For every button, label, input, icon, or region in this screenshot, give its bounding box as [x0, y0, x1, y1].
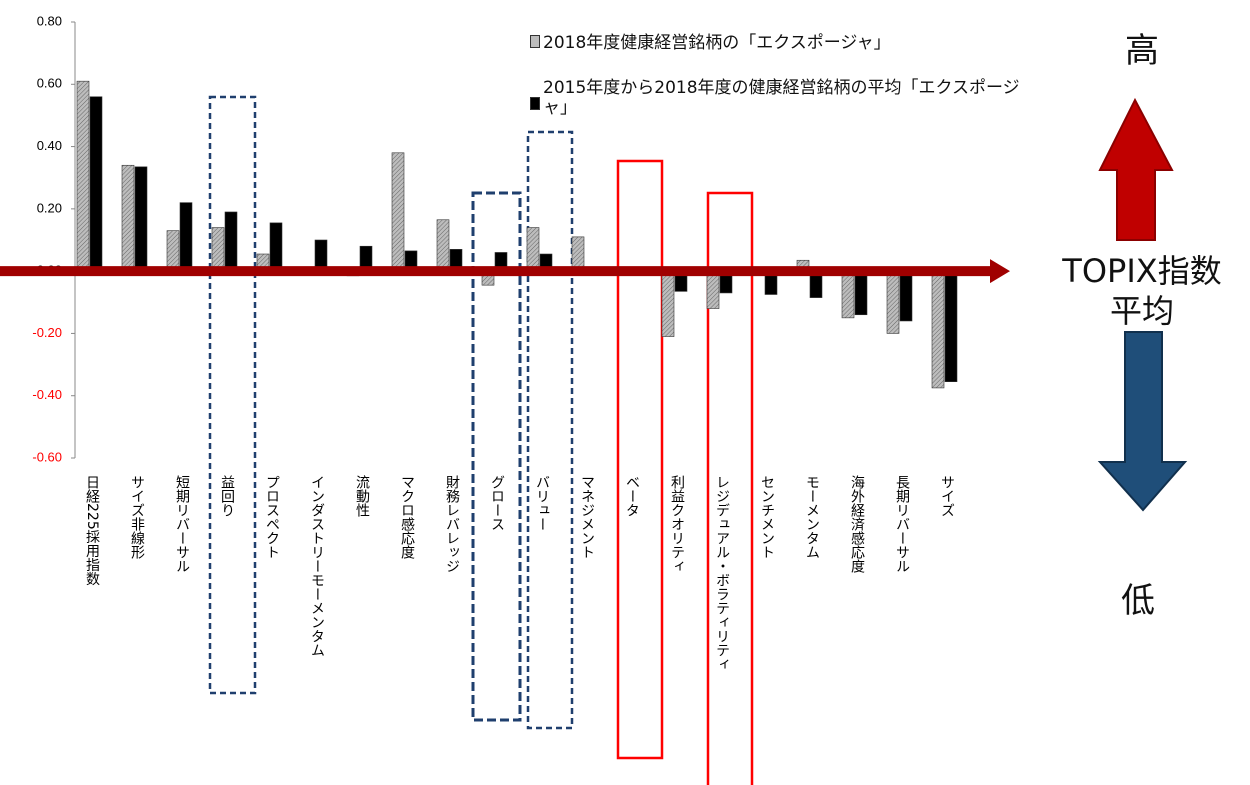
- annotation: 低: [1121, 581, 1155, 621]
- bar: [944, 270, 958, 382]
- bar: [179, 202, 193, 272]
- legend-swatch: [530, 35, 540, 48]
- x-tick-label: 利益クオリティ: [669, 475, 685, 573]
- down-arrow: [1097, 331, 1188, 512]
- x-tick-label: サイズ: [939, 475, 955, 517]
- x-tick-label: レジデュアル・ボラティリティ: [714, 475, 730, 671]
- x-tick-label: 日経225採用指数: [84, 475, 100, 586]
- bar: [436, 219, 450, 272]
- bar: [571, 236, 585, 272]
- dashed-box: [208, 95, 257, 695]
- x-tick-label: ベータ: [624, 475, 640, 517]
- x-tick-label: 益回り: [219, 475, 235, 517]
- y-tick-label: 0.80: [37, 13, 62, 28]
- bar: [391, 152, 405, 272]
- x-tick-label: 海外経済感応度: [849, 475, 865, 573]
- topix-arrow: [0, 259, 1010, 284]
- bar: [269, 222, 283, 272]
- bar: [841, 270, 855, 319]
- bar: [661, 270, 675, 337]
- highlight-boxes: [208, 95, 754, 785]
- x-tick-label: 流動性: [354, 475, 370, 517]
- x-tick-label: 短期リバーサル: [174, 475, 190, 573]
- x-tick-label: グロース: [489, 475, 505, 531]
- red-box: [616, 159, 664, 760]
- x-tick-label: モーメンタム: [804, 475, 820, 559]
- x-tick-label: プロスペクト: [264, 475, 280, 559]
- bar: [931, 270, 945, 389]
- annotation: TOPIX指数: [1061, 252, 1221, 290]
- bar: [166, 230, 180, 272]
- x-tick-label: インダストリーモーメンタム: [309, 475, 325, 657]
- bar: [89, 96, 103, 272]
- x-tick-label: マクロ感応度: [399, 475, 415, 559]
- y-tick-label: -0.60: [32, 449, 62, 464]
- y-tick-label: 0.20: [37, 200, 62, 215]
- bar: [899, 270, 913, 322]
- up-arrow: [1098, 97, 1174, 241]
- bar: [224, 211, 238, 272]
- legend-swatch: [530, 97, 540, 110]
- x-tick-label: センチメント: [759, 475, 775, 559]
- y-tick-label: 0.60: [37, 76, 62, 91]
- annotation: 平均: [1110, 292, 1174, 330]
- bar: [211, 227, 225, 272]
- annotation: 高: [1125, 31, 1159, 71]
- y-tick-label: -0.20: [32, 325, 62, 340]
- dashed-box: [471, 191, 522, 722]
- legend-label: 2018年度健康経営銘柄の「エクスポージャ」: [543, 33, 891, 53]
- legend-item: 2018年度健康経営銘柄の「エクスポージャ」: [530, 33, 1050, 53]
- dashed-box: [526, 130, 574, 730]
- bar: [706, 270, 720, 309]
- bar: [121, 164, 135, 272]
- x-tick-label: サイズ非線形: [129, 475, 145, 559]
- bar: [134, 166, 148, 272]
- y-tick-label: -0.40: [32, 387, 62, 402]
- red-box: [706, 191, 754, 785]
- x-tick-label: 財務レバレッジ: [444, 475, 460, 573]
- x-tick-label: バリュー: [534, 475, 550, 531]
- bar: [886, 270, 900, 334]
- y-tick-label: 0.40: [37, 138, 62, 153]
- legend-label: 2015年度から2018年度の健康経営銘柄の平均「エクスポージャ」: [543, 78, 1020, 118]
- x-tick-label: 長期リバーサル: [894, 475, 910, 573]
- bar: [76, 80, 90, 272]
- x-tick-label: マネジメント: [579, 475, 595, 559]
- bar: [854, 270, 868, 316]
- legend-item: 2015年度から2018年度の健康経営銘柄の平均「エクスポージャ」: [530, 78, 1030, 118]
- bar: [526, 227, 540, 272]
